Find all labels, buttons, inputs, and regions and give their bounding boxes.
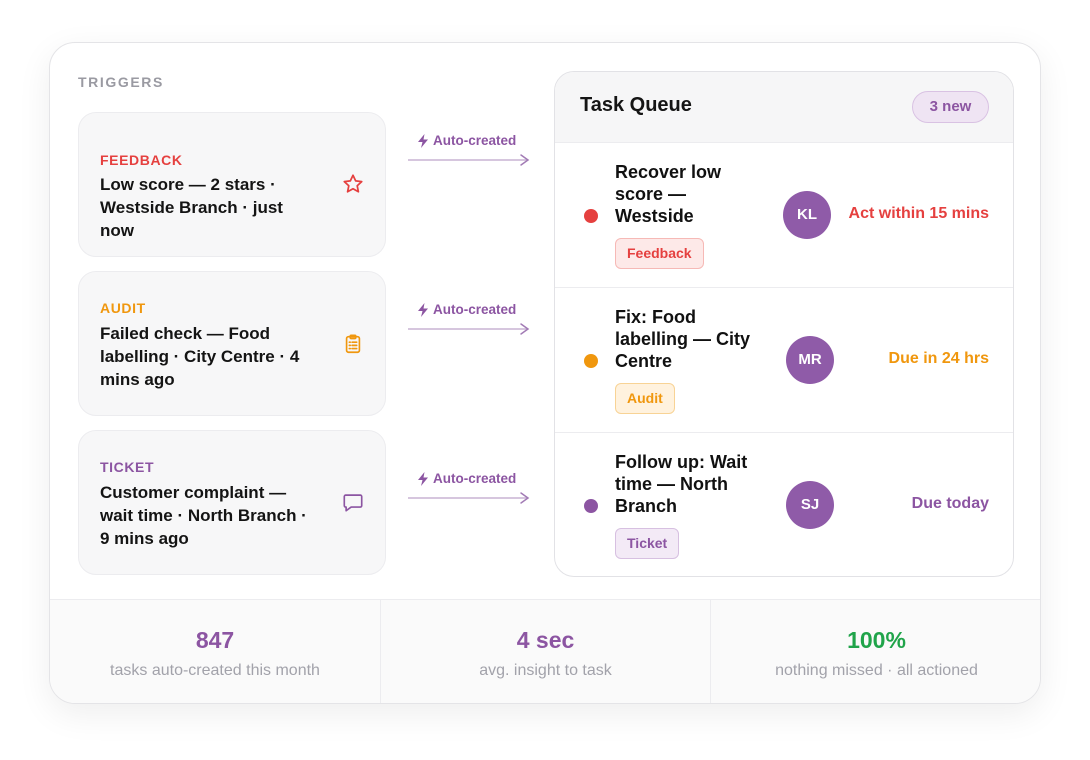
connector-label: Auto-created <box>433 133 517 148</box>
trigger-type-label: AUDIT <box>100 300 146 316</box>
chat-bubble-icon <box>342 491 364 513</box>
task-tag: Feedback <box>615 238 704 269</box>
status-dot <box>584 499 598 513</box>
stat-caption: tasks auto-created this month <box>110 662 320 679</box>
stat-caption: nothing missed · all actioned <box>775 662 978 679</box>
task-tag: Audit <box>615 383 675 414</box>
auto-created-connector: Auto-created <box>407 302 532 342</box>
arrow-right-icon <box>408 323 530 335</box>
stat-insight-time: 4 sec avg. insight to task <box>380 600 710 703</box>
stats-footer: 847 tasks auto-created this month 4 sec … <box>50 599 1040 703</box>
task-due: Due in 24 hrs <box>888 350 989 367</box>
trigger-description: Low score — 2 stars · Westside Branch · … <box>100 175 283 240</box>
trigger-description: Failed check — Food labelling · City Cen… <box>100 324 300 389</box>
stat-caption: avg. insight to task <box>479 662 612 679</box>
trigger-type-label: FEEDBACK <box>100 152 183 168</box>
avatar[interactable]: SJ <box>786 481 834 529</box>
stat-tasks-created: 847 tasks auto-created this month <box>50 600 380 703</box>
trigger-card-audit[interactable]: AUDIT Failed check — Food labelling · Ci… <box>78 271 386 416</box>
stat-value: 100% <box>847 627 906 653</box>
stat-value: 4 sec <box>516 627 575 653</box>
lightning-icon <box>418 471 428 486</box>
status-dot <box>584 354 598 368</box>
avatar[interactable]: MR <box>786 336 834 384</box>
task-title: Recover low score — Westside <box>615 162 722 226</box>
avatar[interactable]: KL <box>783 191 831 239</box>
lightning-icon <box>418 133 428 148</box>
trigger-description: Customer complaint — wait time · North B… <box>100 483 307 548</box>
task-queue-panel: Task Queue 3 new Recover low score — Wes… <box>554 71 1014 577</box>
connector-label: Auto-created <box>433 471 517 486</box>
connector-label: Auto-created <box>433 302 517 317</box>
task-row[interactable]: Follow up: Wait time — North Branch Tick… <box>555 433 1013 576</box>
star-icon <box>342 173 364 195</box>
clipboard-icon <box>342 333 364 355</box>
task-due: Act within 15 mins <box>848 205 989 222</box>
auto-created-connector: Auto-created <box>407 133 532 173</box>
task-row[interactable]: Recover low score — Westside Feedback KL… <box>555 143 1013 288</box>
trigger-card-feedback[interactable]: FEEDBACK Low score — 2 stars · Westside … <box>78 112 386 257</box>
trigger-type-label: TICKET <box>100 459 155 475</box>
task-title: Follow up: Wait time — North Branch <box>615 452 748 516</box>
stat-actioned: 100% nothing missed · all actioned <box>710 600 1040 703</box>
auto-created-connector: Auto-created <box>407 471 532 511</box>
stat-value: 847 <box>195 627 235 653</box>
trigger-card-ticket[interactable]: TICKET Customer complaint — wait time · … <box>78 430 386 575</box>
workflow-card: TRIGGERS FEEDBACK Low score — 2 stars · … <box>49 42 1041 704</box>
new-count-badge[interactable]: 3 new <box>912 91 989 123</box>
triggers-heading: TRIGGERS <box>78 74 164 90</box>
task-row[interactable]: Fix: Food labelling — City Centre Audit … <box>555 288 1013 433</box>
arrow-right-icon <box>408 154 530 166</box>
task-title: Fix: Food labelling — City Centre <box>615 307 751 371</box>
task-queue-title: Task Queue <box>580 94 692 116</box>
task-due: Due today <box>911 495 989 512</box>
task-queue-header: Task Queue 3 new <box>555 72 1013 143</box>
arrow-right-icon <box>408 492 530 504</box>
status-dot <box>584 209 598 223</box>
lightning-icon <box>418 302 428 317</box>
task-tag: Ticket <box>615 528 680 559</box>
